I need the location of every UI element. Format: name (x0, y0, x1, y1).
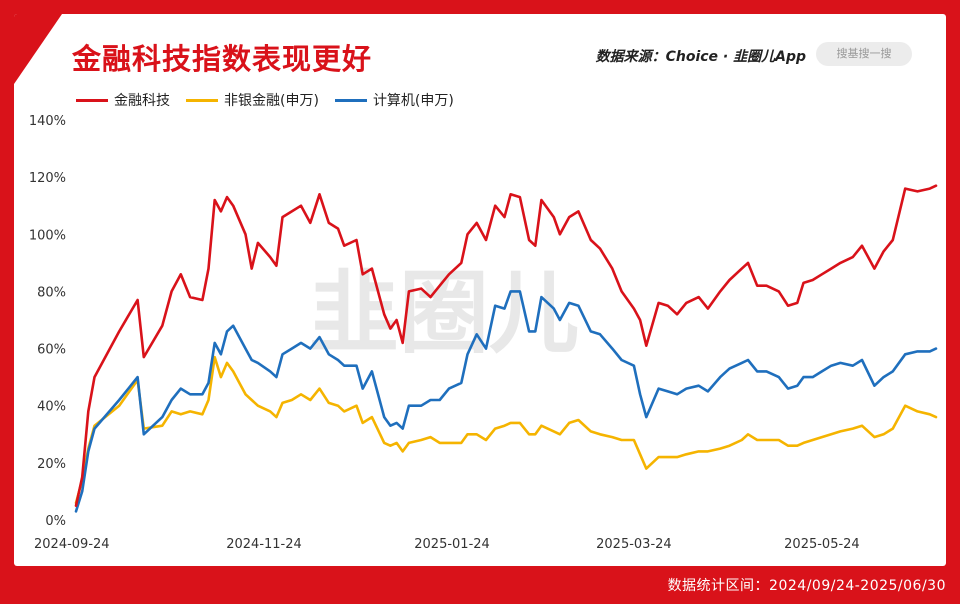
series-line-nonbank (74, 355, 938, 505)
x-axis: 2024-09-24 2024-11-24 2025-01-24 2025-03-24… (34, 537, 860, 552)
y-tick-label: 40% (37, 400, 66, 415)
date-range-footer: 数据统计区间：2024/09/24-2025/06/30 (667, 578, 946, 594)
data-source: 数据来源：Choice · 韭圈儿App (595, 49, 806, 65)
y-tick-label: 0% (45, 514, 66, 529)
line-chart: 韭圈儿 0%20%40%60%80%100%120%140% 2024-09-2… (29, 114, 938, 552)
legend-swatch-computer (334, 98, 367, 102)
corner-accent (14, 14, 62, 84)
legend-label-nonbank: 非银金融(申万) (224, 93, 319, 109)
legend-item-computer: 计算机(申万) (334, 90, 454, 110)
x-tick-label: 2024-09-24 (34, 537, 110, 552)
series-line-fintech (74, 184, 938, 508)
y-tick-label: 80% (37, 285, 66, 300)
search-pill[interactable]: 搜基搜一搜 (816, 42, 912, 66)
y-tick-label: 140% (29, 114, 66, 129)
legend-item-nonbank: 非银金融(申万) (186, 90, 319, 110)
legend-swatch-fintech (76, 98, 108, 102)
x-tick-label: 2025-01-24 (414, 537, 490, 552)
x-tick-label: 2025-03-24 (596, 537, 672, 552)
x-tick-label: 2025-05-24 (784, 537, 860, 552)
legend-item-fintech: 金融科技 (76, 90, 170, 110)
legend: 金融科技 非银金融(申万) 计算机(申万) (76, 90, 454, 110)
legend-label-fintech: 金融科技 (114, 93, 170, 109)
y-tick-label: 100% (29, 228, 66, 243)
chart-card: 金融科技指数表现更好 数据来源：Choice · 韭圈儿App 搜基搜一搜 金融… (14, 14, 946, 566)
legend-swatch-nonbank (186, 98, 218, 102)
series-lines (74, 184, 938, 513)
x-tick-label: 2024-11-24 (226, 537, 302, 552)
y-tick-label: 20% (37, 457, 66, 472)
y-axis: 0% 20% 40% 60% 80% 100% 120% 140% (29, 114, 66, 529)
y-tick-label: 60% (37, 343, 66, 358)
series-line-computer (74, 290, 938, 513)
y-tick-label: 120% (29, 171, 66, 186)
chart-title: 金融科技指数表现更好 (72, 42, 373, 76)
legend-label-computer: 计算机(申万) (372, 93, 454, 109)
